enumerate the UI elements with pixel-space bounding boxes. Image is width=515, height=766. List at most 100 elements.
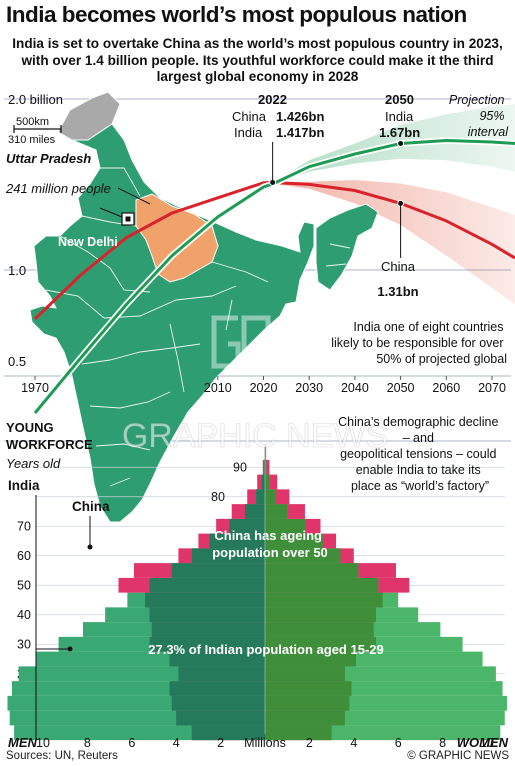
pyramid-overlap-men (229, 518, 265, 534)
page-title: India becomes world’s most populous nati… (6, 2, 467, 27)
pyramid-overlap-men (245, 504, 265, 519)
x-tick-label: 2060 (432, 381, 460, 395)
state-borders (45, 167, 351, 487)
population-pyramid (7, 444, 507, 741)
annotation-china-2050-label: China (381, 259, 416, 274)
annotation-india-2050-label: India (385, 109, 414, 124)
pyramid-x-tick-label: 6 (128, 736, 135, 750)
pyramid-age-label: 50 (17, 578, 31, 592)
pyramid-ticks: 10 8 6 4 2 Millions 2 4 6 8 10 (36, 736, 494, 750)
pyramid-title: YOUNG WORKFORCE (6, 420, 93, 452)
y-tick-label: 1.0 (8, 263, 26, 278)
pyramid-x-tick-label: Millions (244, 736, 286, 750)
pyramid-x-tick-label: 2 (306, 736, 313, 750)
x-tick-label: 2070 (478, 381, 506, 395)
y-tick-label: 0.5 (8, 354, 26, 369)
pyramid-overlap-women (265, 636, 376, 652)
india-mainland (29, 123, 315, 523)
projection-band-china (272, 180, 515, 305)
pyramid-overlap-men (169, 651, 265, 667)
pyramid-age-label: 40 (17, 608, 31, 622)
state-name: Uttar Pradesh (6, 151, 91, 166)
pyramid-overlap-women (265, 459, 267, 475)
pyramid-age-label: 60 (17, 549, 31, 563)
watermark-text: GRAPHIC NEWS (122, 417, 388, 455)
pyramid-overlap-men (176, 710, 265, 726)
pyramid-overlap-women (265, 504, 288, 519)
annotation-china-2022-label: China (232, 109, 267, 124)
pyramid-bar-china-men (257, 474, 265, 490)
watermark-logo (211, 315, 271, 369)
x-tick-label: 2050 (387, 381, 415, 395)
page-subtitle: India is set to overtake China as the wo… (12, 36, 503, 84)
pyramid-men-label: MEN (8, 735, 38, 750)
pyramid-ylabel: Years old (6, 456, 61, 471)
pyramid-x-tick-label: 4 (350, 736, 357, 750)
pyramid-overlap-men (171, 695, 265, 711)
pyramid-overlap-men (261, 474, 265, 490)
pyramid-overlap-women (265, 489, 277, 505)
pyramid-overlap-women (265, 474, 270, 490)
annotation-2050-year: 2050 (385, 92, 414, 107)
pyramid-overlap-women (265, 681, 352, 696)
x-tick-label: 1970 (21, 381, 49, 395)
pyramid-overlap-women (265, 666, 345, 682)
footer-copyright: © GRAPHIC NEWS (407, 750, 509, 762)
annotation-china-2022-value: 1.426bn (276, 109, 324, 124)
pyramid-overlap-men (151, 622, 265, 637)
pyramid-age-label: 30 (17, 637, 31, 651)
india-map (13, 91, 379, 523)
pyramid-age-label: 80 (211, 490, 225, 504)
pyramid-x-tick-label: 8 (439, 736, 446, 750)
pyramid-age-label: 70 (17, 519, 31, 533)
pyramid-overlap-women (265, 548, 341, 564)
pyramid-china-label: China (72, 499, 110, 514)
annotation-growth-note: India one of eight countries likely to b… (331, 320, 507, 366)
annotation-india-2022-label: India (234, 125, 263, 140)
uttar-pradesh-region (135, 193, 219, 283)
annotation-2022-year: 2022 (258, 92, 287, 107)
pyramid-bar-china-women (265, 459, 270, 475)
capital-label: New Delhi (58, 235, 118, 249)
pyramid-overlap-women (265, 607, 376, 623)
x-tick-label: 2030 (295, 381, 323, 395)
pyramid-overlap-men (169, 681, 265, 696)
x-tick-label: 2040 (341, 381, 369, 395)
annotation-ageing: China has ageing population over 50 (212, 528, 328, 560)
pyramid-x-tick-label: 8 (84, 736, 91, 750)
state-pop: 241 million people (5, 181, 111, 196)
population-lines (32, 137, 515, 416)
x-tick-label: 2010 (204, 381, 232, 395)
pyramid-overlap-women (265, 533, 323, 549)
line-chart-ticks: 1970 2010 2020 2030 2040 2050 2060 2070 (21, 376, 506, 395)
annotation-china-2050-value: 1.31bn (377, 284, 418, 299)
footer-sources: Sources: UN, Reuters (6, 750, 118, 762)
pyramid-x-tick-label: 6 (395, 736, 402, 750)
pyramid-india-label: India (8, 478, 40, 493)
pyramid-overlap-women (265, 725, 332, 741)
pyramid-overlap-women (265, 622, 374, 637)
scale-km: 500km (16, 116, 49, 128)
scale-miles: 310 miles (8, 134, 56, 146)
pyramid-overlap-men (145, 592, 265, 608)
pyramid-x-tick-label: 10 (36, 736, 50, 750)
pyramid-overlap-men (149, 636, 265, 652)
pyramid-overlap-men (149, 577, 265, 593)
annotation-workforce: 27.3% of Indian population aged 15-29 (148, 642, 384, 657)
pyramid-x-tick-label: 4 (173, 736, 180, 750)
pyramid-overlap-women (265, 651, 357, 667)
pyramid-age-label: 90 (233, 460, 247, 474)
pyramid-women-label: WOMEN (457, 735, 509, 750)
pyramid-overlap-men (178, 666, 265, 682)
annotation-india-2050-value: 1.67bn (379, 125, 420, 140)
pyramid-overlap-women (265, 710, 345, 726)
pyramid-overlap-women (265, 577, 379, 593)
x-tick-label: 2020 (250, 381, 278, 395)
annotation-decline: China’s demographic decline – and geopol… (338, 415, 502, 493)
pyramid-overlap-men (149, 607, 265, 623)
pyramid-overlap-women (265, 563, 359, 578)
pyramid-overlap-women (265, 518, 305, 534)
pyramid-overlap-men (191, 725, 265, 741)
pyramid-overlap-men (171, 563, 265, 578)
